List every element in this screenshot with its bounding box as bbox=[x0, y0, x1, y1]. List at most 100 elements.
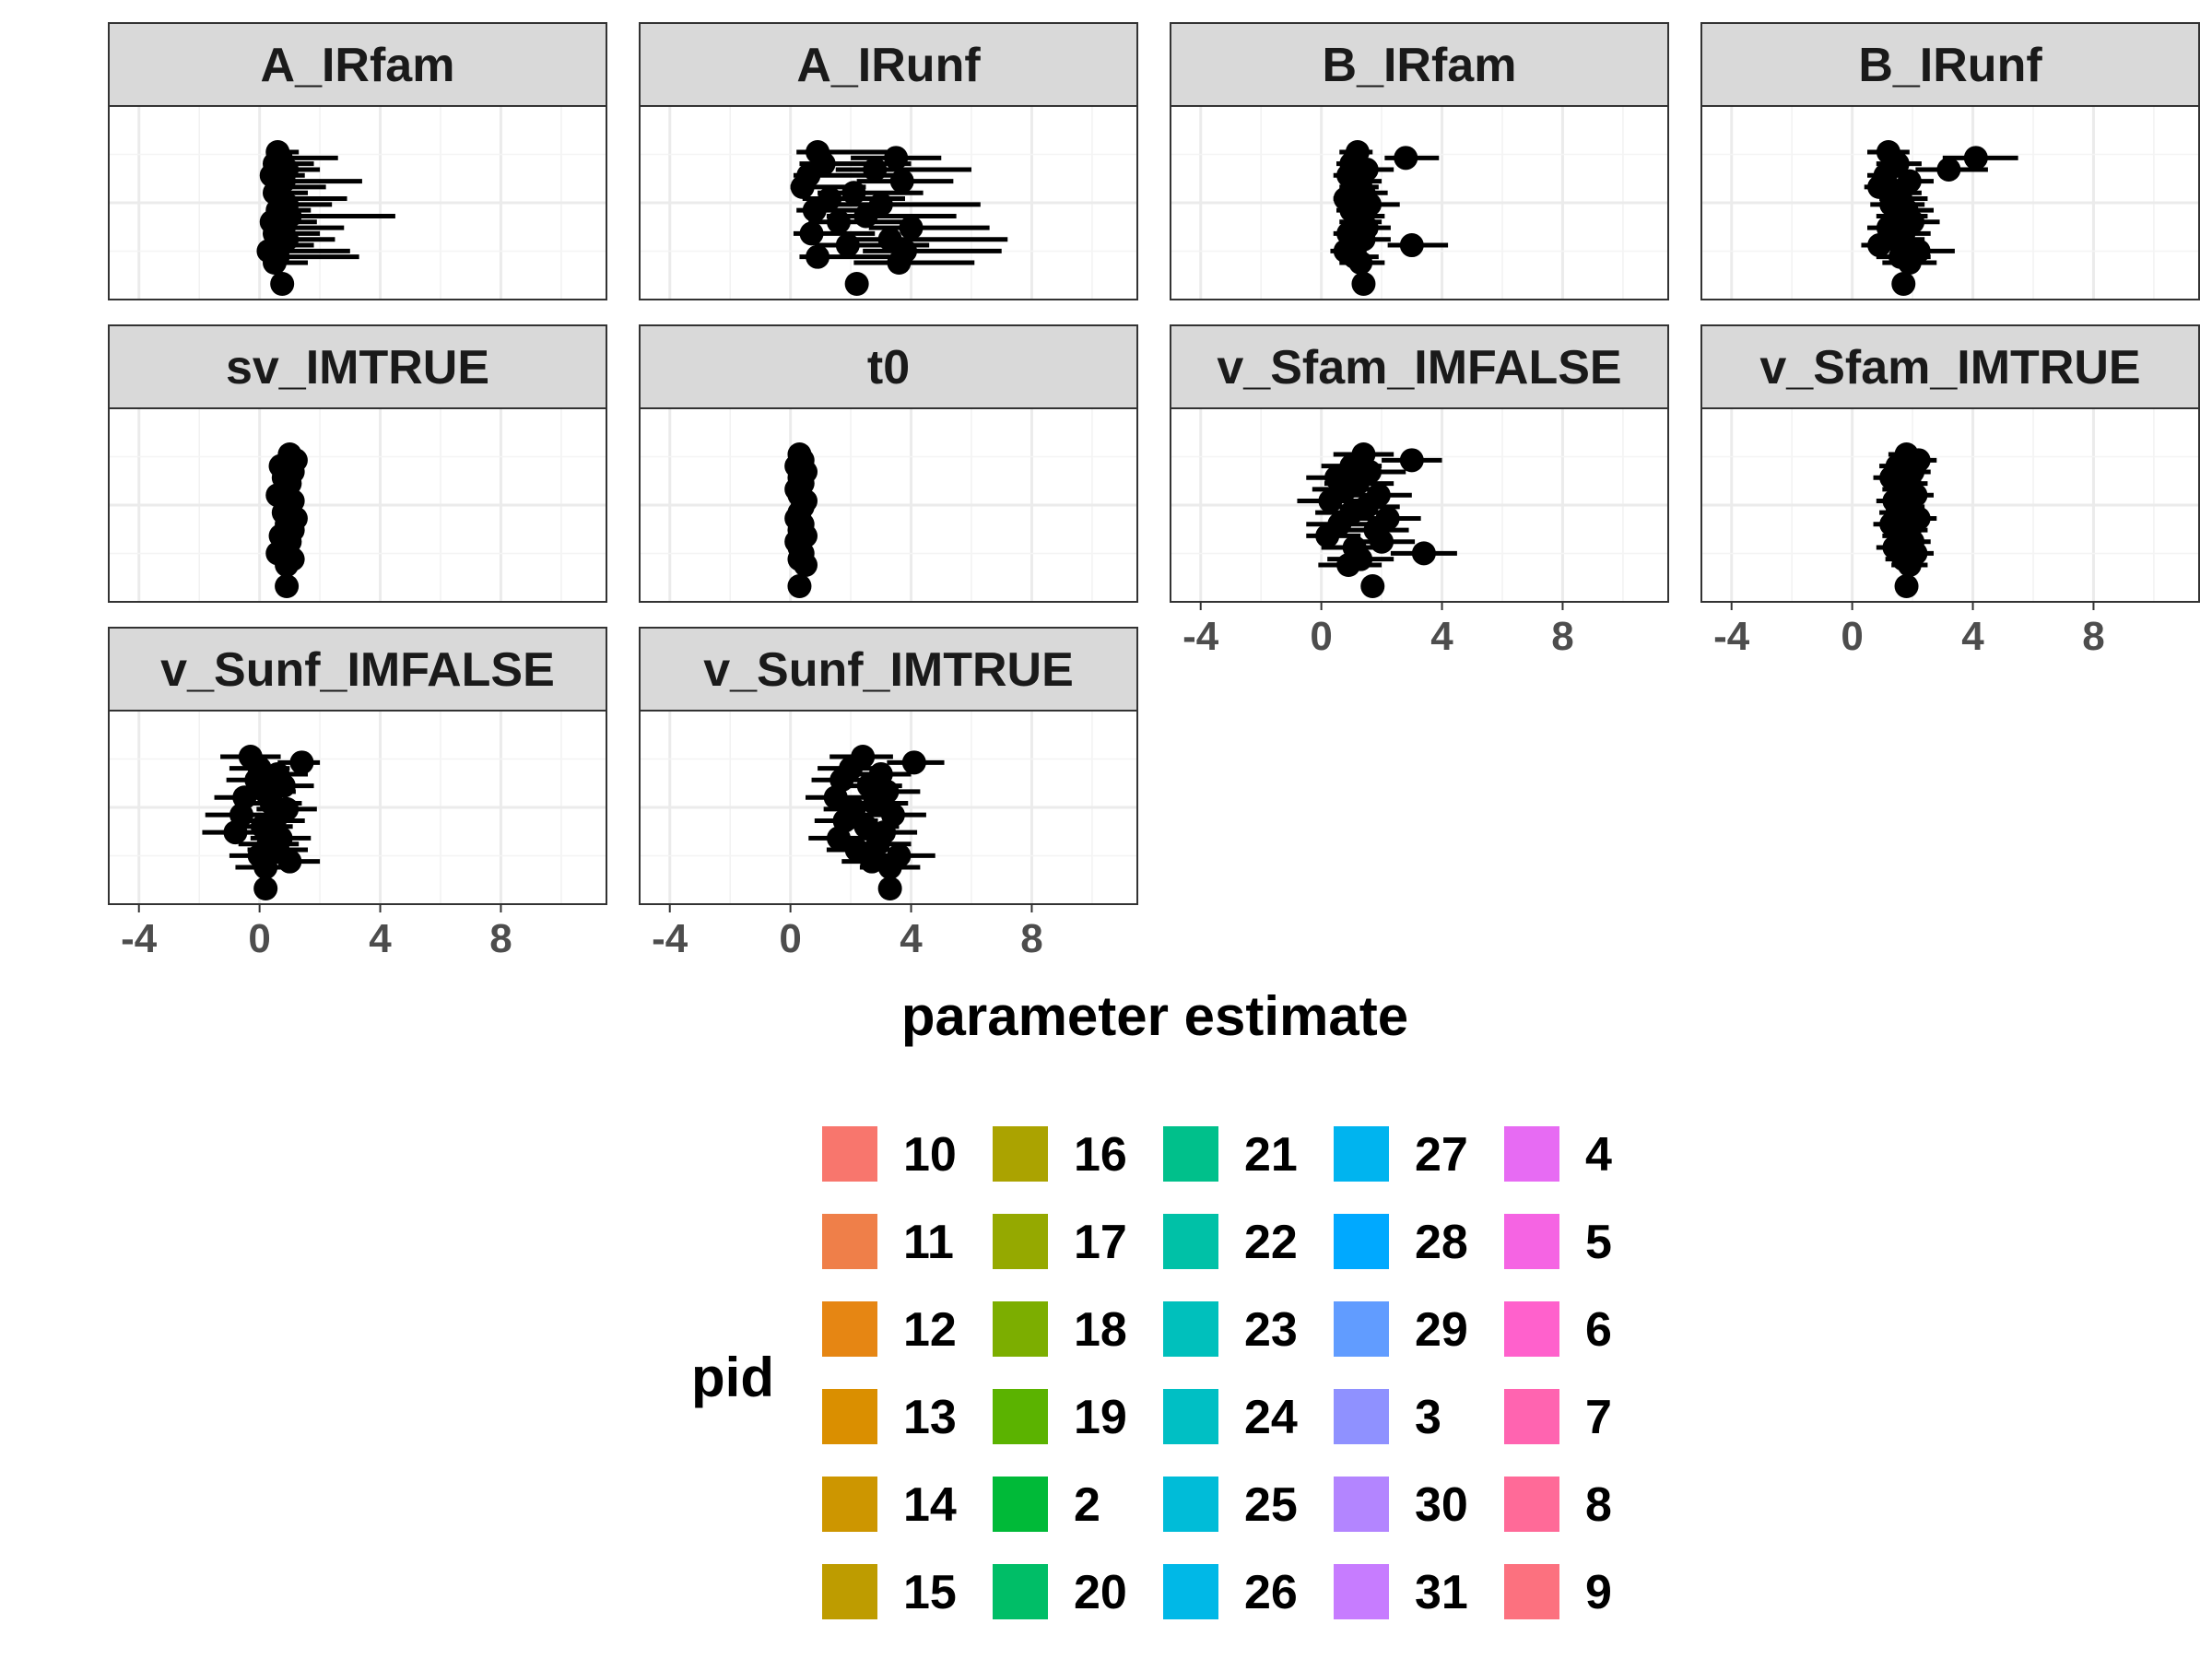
legend-key bbox=[822, 1214, 877, 1269]
data-point bbox=[253, 855, 278, 879]
summary-point bbox=[1360, 574, 1385, 598]
legend-entry-11: 11 bbox=[822, 1214, 954, 1269]
legend-label: 20 bbox=[1074, 1566, 1127, 1619]
facet-strip bbox=[108, 22, 607, 107]
data-point bbox=[853, 204, 878, 229]
legend-entry-23: 23 bbox=[1163, 1301, 1298, 1357]
legend-key bbox=[1334, 1301, 1389, 1357]
x-tick-label: -4 bbox=[652, 916, 688, 961]
panel-border bbox=[1700, 105, 2200, 300]
legend-label: 10 bbox=[903, 1128, 957, 1182]
legend-entry-20: 20 bbox=[993, 1564, 1127, 1619]
legend-label: 30 bbox=[1415, 1478, 1468, 1532]
legend-label: 19 bbox=[1074, 1391, 1127, 1444]
panel-border bbox=[639, 105, 1138, 300]
facet-strip bbox=[1170, 22, 1669, 107]
facet-strip-label: B_IRfam bbox=[1323, 39, 1517, 92]
data-point bbox=[275, 553, 300, 577]
legend-entry-22: 22 bbox=[1163, 1214, 1298, 1269]
legend-entry-29: 29 bbox=[1334, 1301, 1468, 1357]
legend-label: 4 bbox=[1585, 1128, 1612, 1182]
legend-entry-25: 25 bbox=[1163, 1477, 1298, 1532]
data-point bbox=[799, 221, 824, 246]
panel-border bbox=[639, 407, 1138, 603]
data-point bbox=[1897, 251, 1922, 275]
legend-entry-28: 28 bbox=[1334, 1214, 1468, 1269]
legend-label: 17 bbox=[1074, 1216, 1127, 1269]
legend-label: 21 bbox=[1244, 1128, 1298, 1182]
legend-key bbox=[1504, 1389, 1559, 1444]
legend-entry-24: 24 bbox=[1163, 1389, 1298, 1444]
facet-strip bbox=[1170, 324, 1669, 409]
legend-entry-21: 21 bbox=[1163, 1126, 1298, 1182]
data-point bbox=[884, 146, 909, 171]
facet-strip-label: sv_IMTRUE bbox=[226, 341, 489, 394]
facet-panel-A_IRfam: A_IRfam bbox=[108, 22, 607, 300]
legend-entry-27: 27 bbox=[1334, 1126, 1468, 1182]
data-point bbox=[1399, 233, 1424, 258]
legend-key bbox=[822, 1301, 877, 1357]
data-point bbox=[806, 244, 830, 269]
data-point bbox=[1867, 233, 1892, 258]
legend-entry-18: 18 bbox=[993, 1301, 1127, 1357]
legend-key bbox=[1334, 1126, 1389, 1182]
legend-label: 13 bbox=[903, 1391, 957, 1444]
data-point bbox=[841, 181, 866, 206]
legend-entry-12: 12 bbox=[822, 1301, 957, 1357]
facet-panel-t0: t0 bbox=[639, 324, 1138, 603]
legend-entry-9: 9 bbox=[1504, 1564, 1612, 1619]
data-point bbox=[877, 855, 902, 879]
facet-strip-label: v_Sunf_IMFALSE bbox=[160, 643, 555, 697]
legend-label: 24 bbox=[1244, 1391, 1298, 1444]
legend-entry-4: 4 bbox=[1504, 1126, 1612, 1182]
data-point bbox=[863, 157, 888, 182]
facet-panel-v_Sunf_IMFALSE: v_Sunf_IMFALSE -4 0 4 8 bbox=[108, 627, 607, 961]
facet-panel-B_IRfam: B_IRfam bbox=[1170, 22, 1669, 300]
facet-strip-label: A_IRunf bbox=[796, 39, 981, 92]
data-point bbox=[827, 826, 851, 851]
legend-label: 6 bbox=[1585, 1303, 1612, 1357]
legend-key bbox=[993, 1126, 1048, 1182]
legend-key bbox=[1163, 1301, 1218, 1357]
legend-key bbox=[1504, 1564, 1559, 1619]
legend-label: 22 bbox=[1244, 1216, 1298, 1269]
data-point bbox=[901, 750, 926, 775]
facet-panel-B_IRunf: B_IRunf bbox=[1700, 22, 2200, 300]
data-point bbox=[1936, 157, 1961, 182]
legend-key bbox=[1163, 1389, 1218, 1444]
legend-label: 8 bbox=[1585, 1478, 1612, 1532]
summary-point bbox=[844, 272, 869, 296]
facet-strip bbox=[639, 22, 1138, 107]
summary-point bbox=[1891, 272, 1916, 296]
legend-label: 14 bbox=[903, 1478, 957, 1532]
legend-entry-2: 2 bbox=[993, 1477, 1100, 1532]
facet-strip-label: B_IRunf bbox=[1858, 39, 2042, 92]
data-point bbox=[1897, 553, 1922, 577]
x-tick-label: 0 bbox=[779, 916, 801, 961]
data-point bbox=[1399, 448, 1424, 473]
legend-label: 7 bbox=[1585, 1391, 1612, 1444]
facet-panel-v_Sfam_IMFALSE: v_Sfam_IMFALSE -4 0 4 8 bbox=[1170, 324, 1669, 659]
panel-border bbox=[1700, 407, 2200, 603]
panel-border bbox=[1170, 407, 1669, 603]
legend-key bbox=[993, 1564, 1048, 1619]
facet-strip-label: v_Sunf_IMTRUE bbox=[703, 643, 1074, 697]
x-tick-label: 0 bbox=[248, 916, 270, 961]
data-point bbox=[1336, 553, 1361, 577]
data-point bbox=[823, 785, 848, 810]
data-point bbox=[223, 820, 248, 845]
legend-entry-3: 3 bbox=[1334, 1389, 1441, 1444]
summary-point bbox=[877, 877, 902, 900]
facet-strip-label: t0 bbox=[867, 341, 910, 394]
x-tick-label: 0 bbox=[1841, 614, 1863, 659]
facet-panel-A_IRunf: A_IRunf bbox=[639, 22, 1138, 300]
legend-key bbox=[993, 1389, 1048, 1444]
facet-strip bbox=[108, 627, 607, 712]
x-tick-label: -4 bbox=[121, 916, 158, 961]
legend-label: 23 bbox=[1244, 1303, 1298, 1357]
summary-point bbox=[253, 877, 278, 900]
legend-key bbox=[1334, 1214, 1389, 1269]
legend-entry-17: 17 bbox=[993, 1214, 1127, 1269]
legend-label: 12 bbox=[903, 1303, 957, 1357]
data-point bbox=[899, 216, 924, 241]
